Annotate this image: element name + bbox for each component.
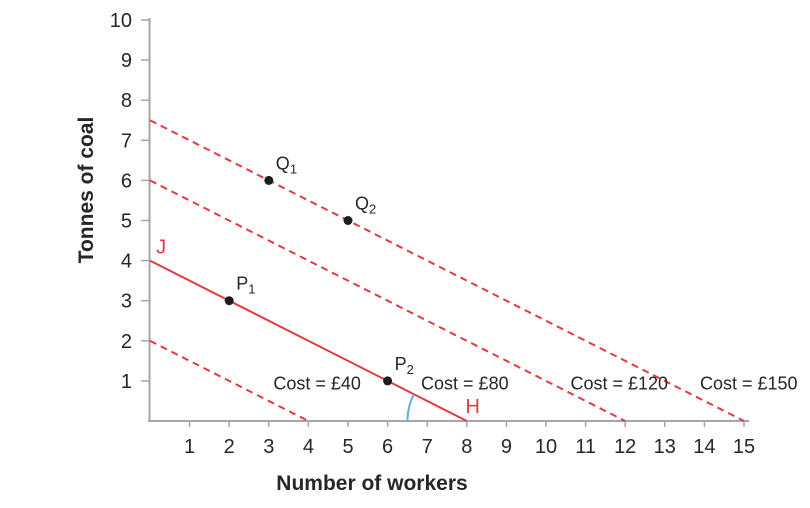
point-P1 xyxy=(224,296,234,306)
isocost-label-cost-120: Cost = £120 xyxy=(570,374,668,394)
y-tick-label-5: 5 xyxy=(121,211,132,233)
isocost-line-cost-150 xyxy=(149,119,745,422)
y-tick-label-9: 9 xyxy=(121,50,132,72)
labels-layer: Cost = £40 Cost = £80 Cost = £120 Cost = £1… xyxy=(156,153,797,417)
point-Q2 xyxy=(343,216,353,225)
isocost-label-cost-80: Cost = £80 xyxy=(421,374,509,394)
x-tick-label-5: 5 xyxy=(342,436,353,458)
x-tick-label-7: 7 xyxy=(422,436,433,458)
point-Q1 xyxy=(264,175,274,185)
isocost-label-cost-40: Cost = £40 xyxy=(273,374,361,394)
x-tick-label-10: 10 xyxy=(535,436,557,458)
y-tick-label-2: 2 xyxy=(121,331,132,353)
isocost-label-cost-150: Cost = £150 xyxy=(700,374,798,394)
y-tick-label-7: 7 xyxy=(121,130,132,152)
x-tick-label-1: 1 xyxy=(184,436,195,458)
x-tick-label-13: 13 xyxy=(654,436,676,458)
x-axis-title: Number of workers xyxy=(276,472,467,495)
isocost-line-cost-80 xyxy=(149,259,468,422)
y-tick-label-6: 6 xyxy=(121,170,132,192)
x-tick-label-11: 11 xyxy=(575,436,596,458)
x-tick-label-12: 12 xyxy=(614,436,636,458)
y-tick-label-10: 10 xyxy=(110,10,132,32)
y-tick-label-3: 3 xyxy=(121,291,132,313)
x-tick-label-4: 4 xyxy=(303,436,314,458)
x-tick-label-14: 14 xyxy=(693,436,715,458)
point-label-P2: P2 xyxy=(395,354,414,377)
y-tick-label-8: 8 xyxy=(121,90,132,112)
x-tick-label-15: 15 xyxy=(733,436,755,458)
isocost-line-cost-120 xyxy=(149,179,626,422)
point-P2 xyxy=(383,376,393,386)
point-label-P1: P1 xyxy=(236,274,255,297)
x-tick-label-6: 6 xyxy=(382,436,393,458)
endpoint-label-J: J xyxy=(156,237,166,259)
isocost-line-cost-40 xyxy=(149,339,309,422)
point-label-Q1: Q1 xyxy=(276,153,297,176)
endpoint-label-H: H xyxy=(466,396,480,418)
angle-arc xyxy=(406,393,415,422)
y-axis-title: Tonnes of coal xyxy=(75,117,98,264)
axes-layer xyxy=(148,18,749,422)
points-layer xyxy=(224,175,393,386)
x-tick-label-2: 2 xyxy=(224,436,235,458)
y-tick-label-4: 4 xyxy=(121,251,132,273)
x-tick-label-8: 8 xyxy=(461,436,472,458)
isocost-lines-layer xyxy=(149,119,745,422)
angle-arc-layer xyxy=(406,393,415,422)
x-tick-label-3: 3 xyxy=(263,436,274,458)
x-tick-label-9: 9 xyxy=(501,436,512,458)
y-tick-label-1: 1 xyxy=(121,371,132,393)
point-label-Q2: Q2 xyxy=(355,194,376,217)
